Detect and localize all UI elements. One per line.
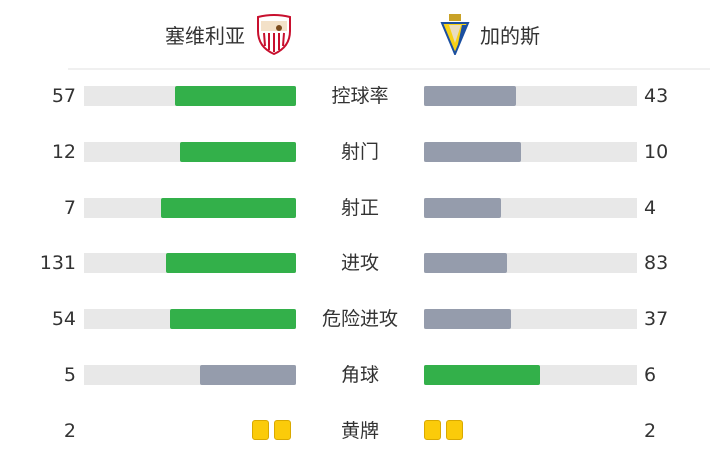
home-bar-track bbox=[84, 86, 296, 106]
yellow-card-icon bbox=[424, 420, 441, 440]
header-divider bbox=[68, 68, 710, 70]
away-value: 6 bbox=[644, 364, 657, 386]
stat-row: 5 角球 6 bbox=[0, 363, 720, 387]
home-team[interactable]: 塞维利亚 bbox=[165, 14, 293, 55]
home-value: 2 bbox=[63, 420, 76, 442]
home-bar-fill bbox=[180, 141, 296, 162]
away-bar-track bbox=[424, 86, 637, 106]
away-bar-fill bbox=[424, 253, 507, 274]
home-bar-fill bbox=[166, 253, 296, 274]
away-bar-track bbox=[424, 197, 637, 218]
away-bar-track bbox=[424, 309, 637, 330]
home-value: 7 bbox=[63, 196, 76, 219]
home-bar-track bbox=[84, 309, 296, 330]
home-value: 12 bbox=[51, 140, 76, 163]
home-value: 54 bbox=[51, 308, 76, 331]
cadiz-crest-icon bbox=[440, 14, 470, 55]
away-bar-track bbox=[424, 141, 637, 162]
home-value: 131 bbox=[39, 252, 76, 275]
away-bar-track bbox=[424, 365, 637, 385]
away-value: 2 bbox=[644, 420, 657, 442]
away-bar-fill bbox=[424, 86, 516, 106]
away-team-name: 加的斯 bbox=[480, 23, 540, 48]
home-bar-fill bbox=[199, 365, 296, 385]
home-team-name: 塞维利亚 bbox=[165, 23, 245, 48]
away-bar-fill bbox=[424, 309, 511, 330]
away-team[interactable]: 加的斯 bbox=[440, 14, 540, 55]
stat-label: 危险进攻 bbox=[321, 308, 398, 331]
home-bar-fill bbox=[175, 86, 296, 106]
home-bar-track bbox=[84, 197, 296, 218]
stat-row: 7 射正 4 bbox=[0, 196, 720, 220]
home-value: 57 bbox=[51, 85, 76, 107]
away-value: 10 bbox=[644, 140, 669, 163]
stat-row: 12 射门 10 bbox=[0, 140, 720, 164]
stat-label: 进攻 bbox=[340, 252, 379, 275]
stat-row: 54 危险进攻 37 bbox=[0, 307, 720, 331]
away-bar-fill bbox=[424, 365, 541, 385]
sevilla-crest-icon bbox=[257, 14, 291, 55]
home-value: 5 bbox=[63, 364, 76, 386]
home-yellow-cards bbox=[252, 420, 291, 440]
stat-label: 角球 bbox=[340, 364, 379, 386]
away-value: 83 bbox=[644, 252, 669, 275]
yellow-card-icon bbox=[274, 420, 291, 440]
away-value: 4 bbox=[644, 196, 657, 219]
home-bar-track bbox=[84, 141, 296, 162]
stat-label: 射正 bbox=[340, 196, 379, 219]
home-bar-track bbox=[84, 253, 296, 274]
stat-row: 57 控球率 43 bbox=[0, 84, 720, 108]
away-bar-fill bbox=[424, 197, 502, 218]
yellow-card-icon bbox=[252, 420, 269, 440]
stat-row-yellow-cards: 2 黄牌 2 bbox=[0, 419, 720, 443]
stat-label: 射门 bbox=[340, 140, 379, 163]
stat-label: 控球率 bbox=[331, 85, 389, 107]
stat-row: 131 进攻 83 bbox=[0, 251, 720, 275]
home-bar-track bbox=[84, 365, 296, 385]
yellow-card-icon bbox=[446, 420, 463, 440]
home-bar-fill bbox=[170, 309, 296, 330]
home-bar-fill bbox=[161, 197, 296, 218]
stat-label: 黄牌 bbox=[340, 420, 379, 442]
away-bar-fill bbox=[424, 141, 521, 162]
away-value: 43 bbox=[644, 85, 669, 107]
away-bar-track bbox=[424, 253, 637, 274]
away-value: 37 bbox=[644, 308, 669, 331]
away-yellow-cards bbox=[424, 420, 463, 440]
